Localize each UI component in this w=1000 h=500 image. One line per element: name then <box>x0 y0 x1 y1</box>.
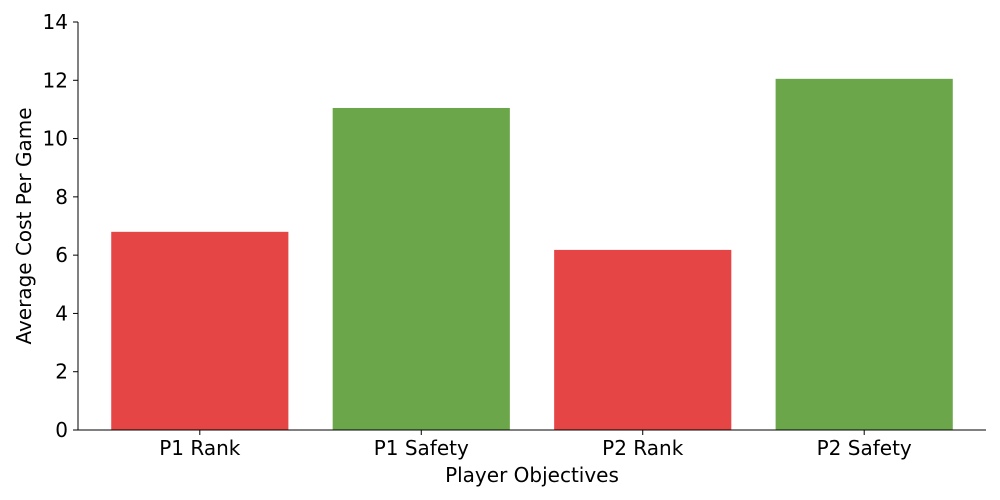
y-tick-label: 8 <box>55 185 68 209</box>
x-axis-title: Player Objectives <box>445 463 619 487</box>
y-tick-label: 10 <box>43 127 68 151</box>
bar-p2-rank <box>554 249 732 430</box>
bar-p2-safety <box>775 78 953 430</box>
y-axis-title: Average Cost Per Game <box>12 107 36 344</box>
bar-p1-rank <box>111 231 289 430</box>
y-tick-label: 14 <box>43 10 68 34</box>
y-axis-ticks: 0 2 4 6 8 10 12 14 <box>43 10 78 442</box>
x-tick-label: P2 Safety <box>817 436 912 460</box>
y-tick-label: 12 <box>43 68 68 92</box>
x-tick-label: P2 Rank <box>602 436 684 460</box>
bars-group <box>111 78 953 430</box>
y-tick-label: 0 <box>55 418 68 442</box>
y-tick-label: 4 <box>55 301 68 325</box>
y-tick-label: 2 <box>55 360 68 384</box>
x-tick-label: P1 Rank <box>159 436 241 460</box>
x-axis-ticks: P1 Rank P1 Safety P2 Rank P2 Safety <box>159 430 912 460</box>
y-tick-label: 6 <box>55 243 68 267</box>
bar-p1-safety <box>332 107 510 430</box>
x-tick-label: P1 Safety <box>374 436 469 460</box>
